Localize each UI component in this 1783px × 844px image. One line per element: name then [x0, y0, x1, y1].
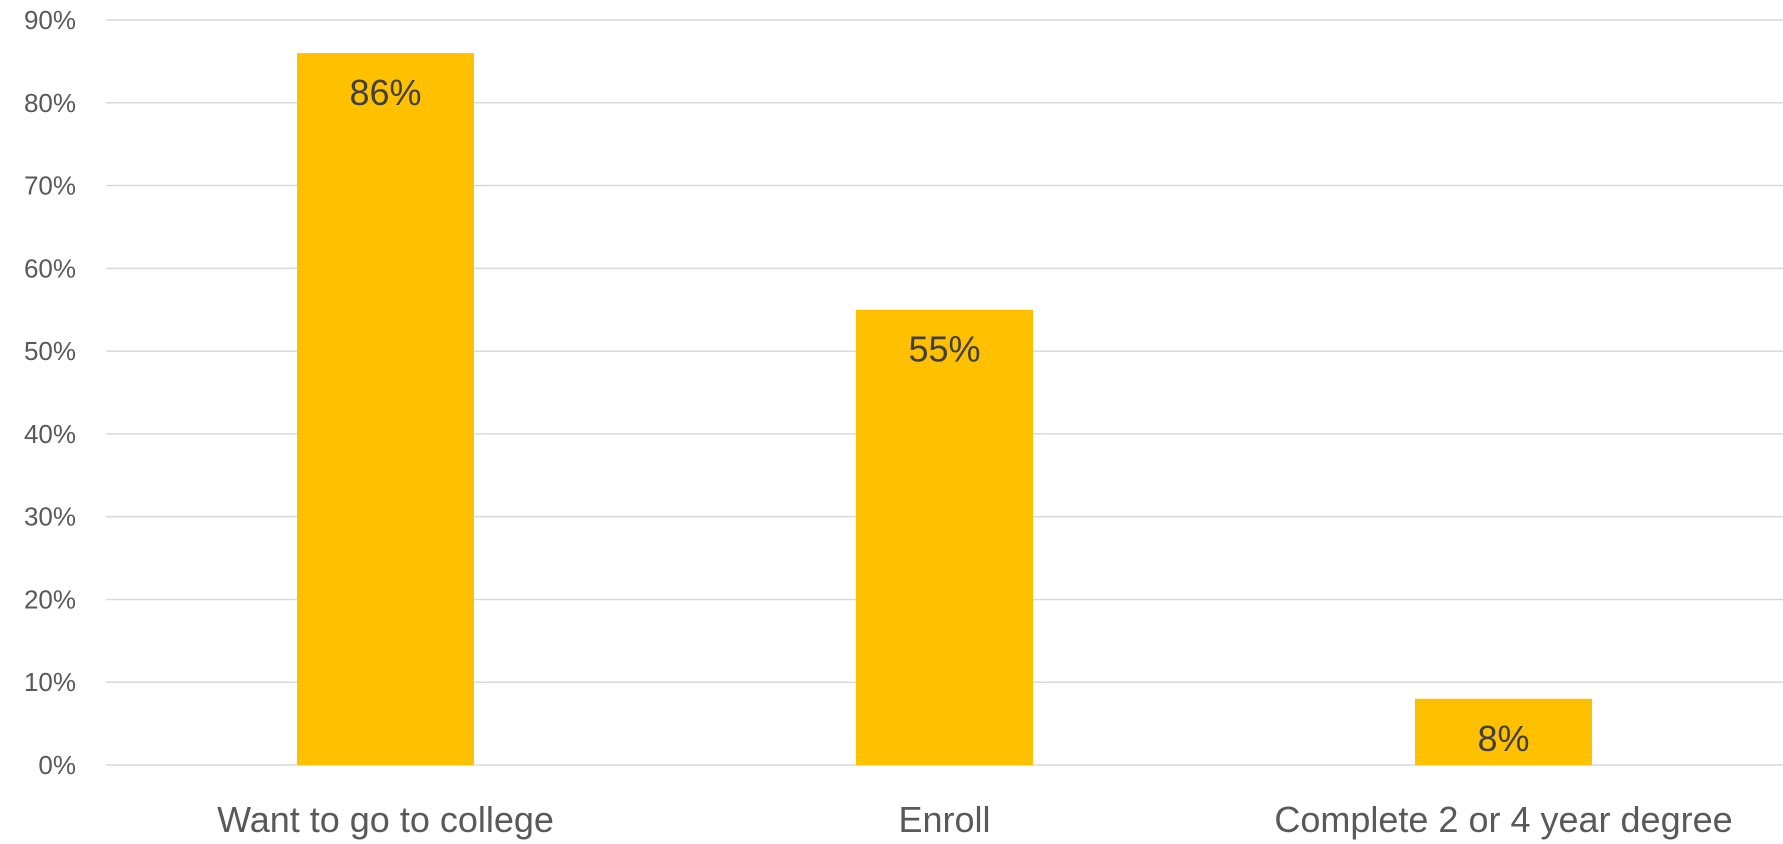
y-tick-label: 80%	[24, 88, 76, 118]
x-tick-label: Enroll	[898, 799, 990, 840]
data-label: 86%	[349, 72, 421, 113]
x-axis-ticks: Want to go to college Enroll Complete 2 or…	[217, 799, 1733, 840]
y-tick-label: 0%	[38, 750, 76, 780]
data-labels: 86% 55% 8%	[349, 72, 1529, 759]
bar	[297, 53, 474, 766]
x-tick-label: Complete 2 or 4 year degree	[1274, 799, 1732, 840]
bars	[297, 53, 1592, 766]
data-label: 8%	[1477, 718, 1529, 759]
y-tick-label: 70%	[24, 171, 76, 201]
bar	[856, 309, 1033, 765]
y-tick-label: 10%	[24, 667, 76, 697]
x-tick-label: Want to go to college	[217, 799, 554, 840]
y-tick-label: 50%	[24, 336, 76, 366]
y-axis-ticks: 0% 10% 20% 30% 40% 50% 60% 70% 80% 90%	[24, 5, 76, 780]
y-tick-label: 40%	[24, 419, 76, 449]
y-tick-label: 30%	[24, 502, 76, 532]
data-label: 55%	[908, 329, 980, 370]
y-tick-label: 60%	[24, 253, 76, 283]
bar	[1415, 698, 1592, 765]
y-tick-label: 20%	[24, 584, 76, 614]
y-tick-label: 90%	[24, 5, 76, 35]
